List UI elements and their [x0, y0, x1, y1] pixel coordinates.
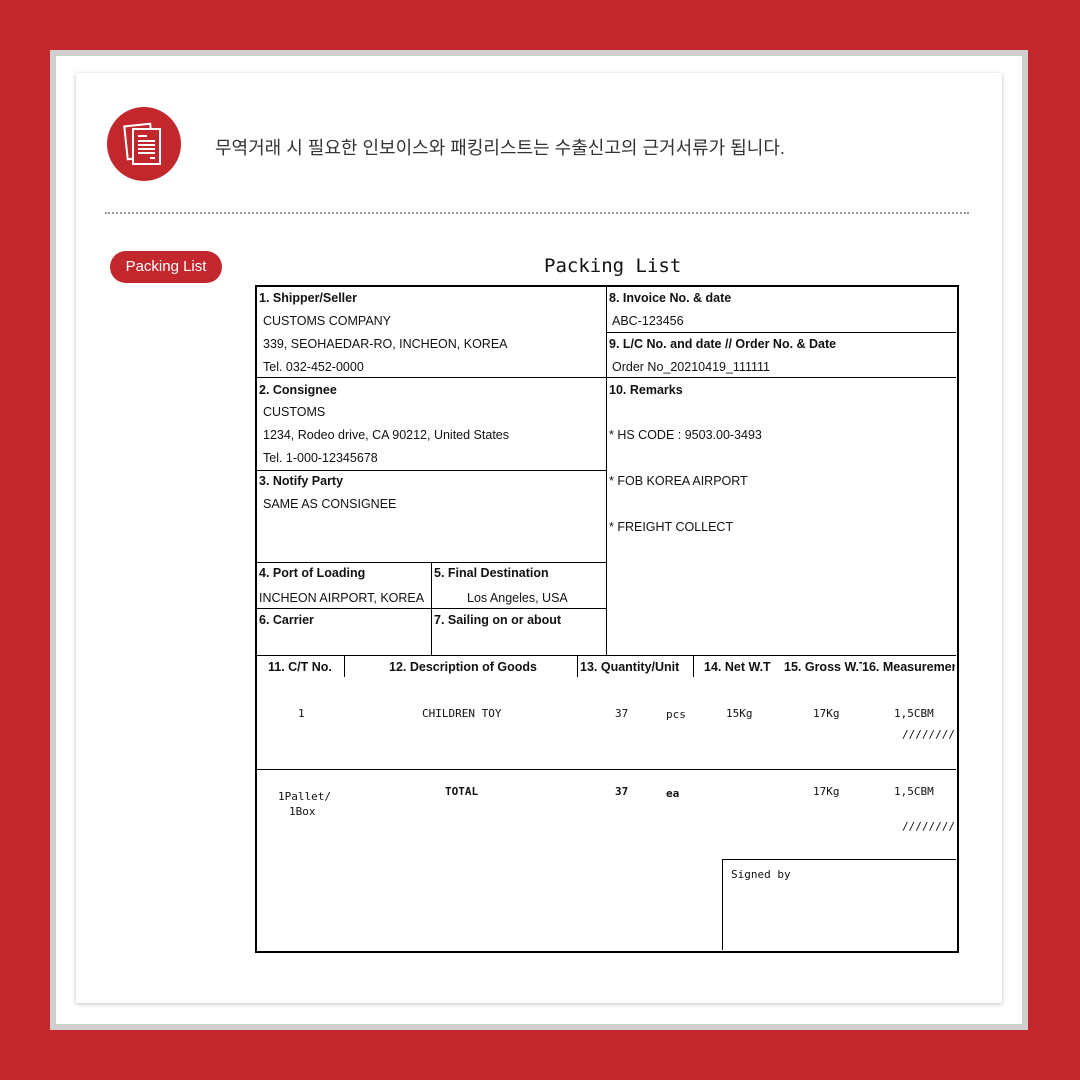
- notify-label: 3. Notify Party: [259, 474, 344, 488]
- destination-label: 5. Final Destination: [434, 566, 549, 580]
- total-ct: 1Box: [289, 805, 316, 818]
- invoice-label: 8. Invoice No. & date: [609, 291, 732, 305]
- item-gross: 17Kg: [813, 707, 840, 720]
- destination-value: Los Angeles, USA: [467, 591, 568, 605]
- item-measurement: 1,5CBM: [894, 707, 934, 720]
- remark: * FREIGHT COLLECT: [609, 520, 734, 534]
- item-net: 15Kg: [726, 707, 753, 720]
- document-icon: [107, 107, 181, 181]
- total-slash: ////////: [902, 820, 955, 833]
- col-desc: 12. Description of Goods: [389, 660, 537, 674]
- item-qty: 37: [615, 707, 629, 720]
- consignee-line: Tel. 1-000-12345678: [263, 451, 378, 465]
- remark: * FOB KOREA AIRPORT: [609, 474, 748, 488]
- signed-by: Signed by: [731, 868, 791, 881]
- packing-list-form: [255, 285, 959, 953]
- notify-value: SAME AS CONSIGNEE: [263, 497, 397, 511]
- loading-label: 4. Port of Loading: [259, 566, 366, 580]
- remarks-label: 10. Remarks: [609, 383, 683, 397]
- sailing-label: 7. Sailing on or about: [434, 613, 562, 627]
- col-ct: 11. C/T No.: [268, 660, 332, 674]
- shipper-line: 339, SEOHAEDAR-RO, INCHEON, KOREA: [263, 337, 508, 351]
- loading-value: INCHEON AIRPORT, KOREA: [259, 591, 425, 605]
- col-qty: 13. Quantity/Unit: [580, 660, 680, 674]
- item-desc: CHILDREN TOY: [422, 707, 502, 720]
- item-slash: ////////: [902, 728, 955, 741]
- carrier-label: 6. Carrier: [259, 613, 314, 627]
- content-card: [76, 73, 1002, 1003]
- consignee-line: 1234, Rodeo drive, CA 90212, United Stat…: [263, 428, 509, 442]
- headline: 무역거래 시 필요한 인보이스와 패킹리스트는 수출신고의 근거서류가 됩니다.: [215, 138, 785, 158]
- total-measurement: 1,5CBM: [894, 785, 934, 798]
- col-net: 14. Net W.T: [704, 660, 771, 674]
- total-ct: 1Pallet/: [278, 790, 331, 803]
- total-qty: 37: [615, 785, 629, 798]
- total-desc: TOTAL: [445, 785, 479, 798]
- packing-list-tab[interactable]: Packing List: [110, 251, 222, 283]
- shipper-line: CUSTOMS COMPANY: [263, 314, 392, 328]
- shipper-label: 1. Shipper/Seller: [259, 291, 357, 305]
- divider: [105, 212, 969, 214]
- item-unit: pcs: [666, 708, 686, 721]
- consignee-line: CUSTOMS: [263, 405, 326, 419]
- item-ct: 1: [298, 707, 305, 720]
- shipper-line: Tel. 032-452-0000: [263, 360, 364, 374]
- consignee-label: 2. Consignee: [259, 383, 337, 397]
- col-measurement: 16. Measurement: [862, 660, 955, 674]
- lc-value: Order No_20210419_111111: [612, 360, 770, 374]
- total-gross: 17Kg: [813, 785, 840, 798]
- remark: * HS CODE : 9503.00-3493: [609, 428, 762, 442]
- total-unit: ea: [666, 787, 680, 800]
- form-title: Packing List: [544, 255, 682, 277]
- col-gross: 15. Gross W.T: [784, 660, 867, 674]
- invoice-value: ABC-123456: [612, 314, 684, 328]
- lc-label: 9. L/C No. and date // Order No. & Date: [609, 337, 837, 351]
